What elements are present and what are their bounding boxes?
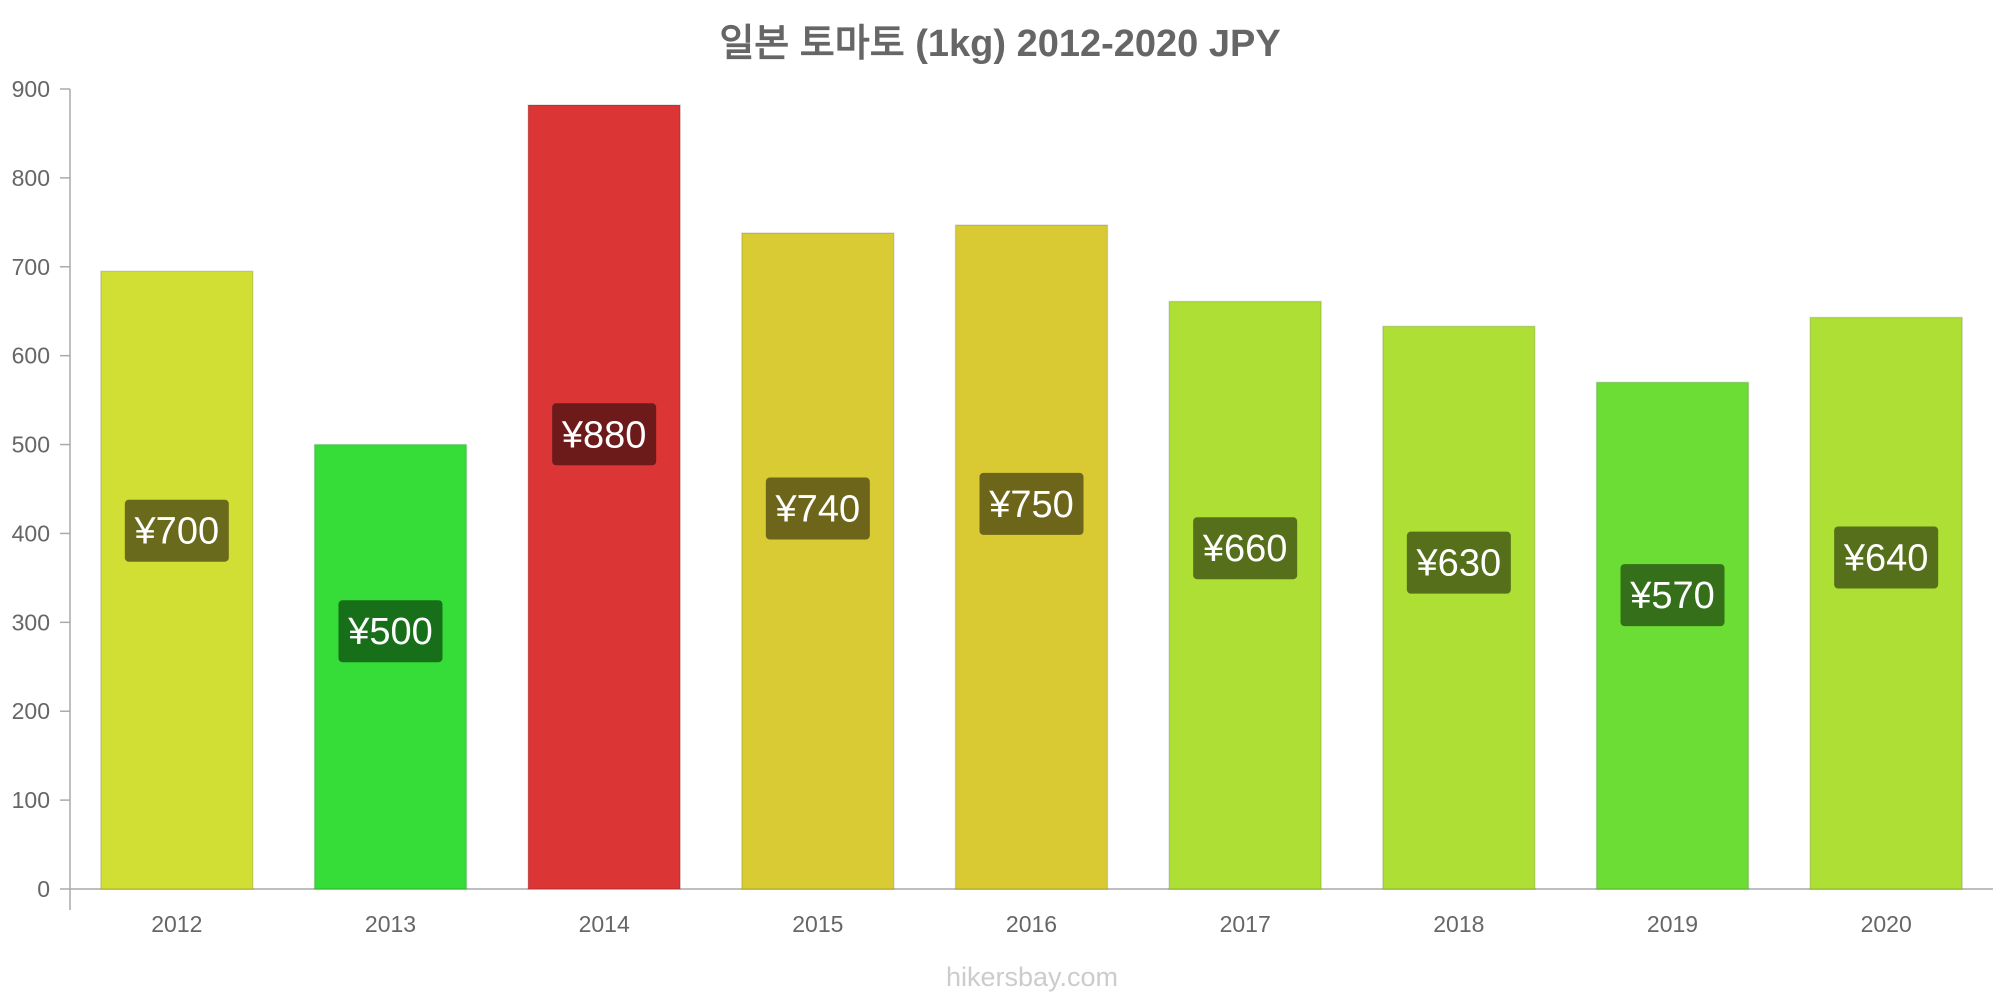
bar-2016 xyxy=(954,224,1109,890)
x-tick-label-2016: 2016 xyxy=(1006,911,1057,937)
y-tick-label: 500 xyxy=(12,432,50,458)
data-label-bg-2014 xyxy=(552,403,657,466)
y-tick-label: 700 xyxy=(12,254,50,280)
x-tick-label-2018: 2018 xyxy=(1433,911,1484,937)
data-label-bg-2013 xyxy=(338,600,443,663)
x-tick-label-2012: 2012 xyxy=(151,911,202,937)
y-tick-label: 100 xyxy=(12,787,50,813)
data-label-bg-2019 xyxy=(1620,564,1725,627)
data-label-bg-2015 xyxy=(765,477,870,540)
x-axis-ticks: 2012 2013 2014 2015 2016 2017 2018 2019 2020 xyxy=(151,911,1912,937)
data-label-bg-2017 xyxy=(1193,517,1298,580)
y-tick-label: 400 xyxy=(12,520,50,546)
watermark: hikersbay.com xyxy=(946,962,1118,992)
bar-2020 xyxy=(1809,316,1963,890)
bar-2013 xyxy=(313,443,468,890)
y-tick-label: 200 xyxy=(12,698,50,724)
bars xyxy=(100,104,1963,890)
data-label-2018: ¥630 xyxy=(1416,543,1502,585)
data-label-bg-2012 xyxy=(124,499,229,562)
bar-2018 xyxy=(1382,325,1536,890)
data-label-2015: ¥740 xyxy=(775,489,861,531)
y-tick-label: 300 xyxy=(12,609,50,635)
bar-2019 xyxy=(1595,381,1750,890)
data-label-2020: ¥640 xyxy=(1843,537,1929,579)
bar-2017 xyxy=(1168,300,1322,890)
chart-title: 일본 토마토 (1kg) 2012-2020 JPY xyxy=(719,23,1280,65)
data-label-2019: ¥570 xyxy=(1629,575,1715,617)
x-tick-label-2017: 2017 xyxy=(1220,911,1271,937)
data-label-bg-2020 xyxy=(1834,526,1939,589)
data-label-2017: ¥660 xyxy=(1202,528,1288,570)
y-tick-label: 900 xyxy=(12,76,50,102)
data-label-bg-2016 xyxy=(979,472,1084,535)
bar-data-labels: ¥700 ¥500 ¥880 ¥740 ¥750 ¥660 ¥630 ¥570 ¥640 xyxy=(124,403,1939,663)
bar-2012 xyxy=(100,270,254,890)
y-axis-ticks: 0 100 200 300 400 500 600 700 800 900 xyxy=(12,76,70,902)
x-tick-label-2020: 2020 xyxy=(1861,911,1912,937)
y-tick-label: 800 xyxy=(12,165,50,191)
data-label-2016: ¥750 xyxy=(988,484,1074,526)
x-tick-label-2015: 2015 xyxy=(792,911,843,937)
bar-2015 xyxy=(741,232,895,890)
x-tick-label-2019: 2019 xyxy=(1647,911,1698,937)
data-label-2012: ¥700 xyxy=(134,511,220,553)
x-tick-label-2014: 2014 xyxy=(579,911,630,937)
data-label-2014: ¥880 xyxy=(561,414,647,456)
bar-2014 xyxy=(527,104,681,890)
y-tick-label: 600 xyxy=(12,343,50,369)
y-tick-label: 0 xyxy=(37,876,50,902)
data-label-bg-2018 xyxy=(1406,531,1511,594)
data-label-2013: ¥500 xyxy=(347,611,433,653)
x-tick-label-2013: 2013 xyxy=(365,911,416,937)
